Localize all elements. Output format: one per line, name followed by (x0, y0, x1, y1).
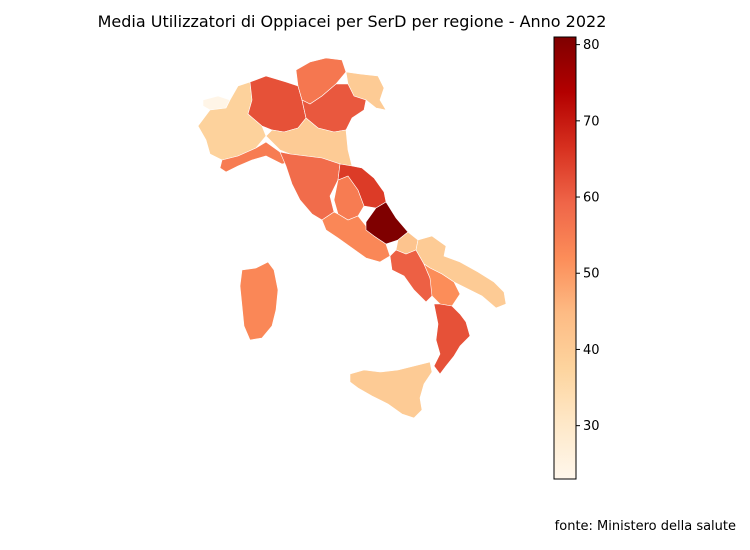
colorbar-tick-label: 40 (583, 343, 600, 358)
colorbar-tick-label: 70 (583, 114, 600, 129)
colorbar-tick-label: 80 (583, 38, 600, 53)
region-sardegna[interactable] (239, 261, 279, 341)
region-liguria[interactable] (219, 141, 291, 173)
region-abruzzo[interactable] (365, 201, 409, 245)
region-sicilia[interactable] (349, 361, 433, 419)
source-note: fonte: Ministero della salute (554, 519, 736, 534)
colorbar-tick-label: 30 (583, 419, 600, 434)
map-title: Media Utilizzatori di Oppiacei per SerD … (97, 12, 607, 31)
colorbar-gradient (553, 36, 577, 480)
region-calabria[interactable] (433, 303, 471, 375)
colorbar-tick-label: 60 (583, 191, 600, 206)
region-basilicata[interactable] (423, 263, 461, 307)
region-piemonte[interactable] (197, 81, 267, 161)
italy-map (197, 57, 507, 419)
colorbar-tick-label: 50 (583, 267, 600, 282)
colorbar: 30 40 50 60 70 80 (553, 36, 600, 480)
colorbar-ticks: 30 40 50 60 70 80 (576, 38, 600, 434)
region-toscana[interactable] (279, 151, 341, 221)
